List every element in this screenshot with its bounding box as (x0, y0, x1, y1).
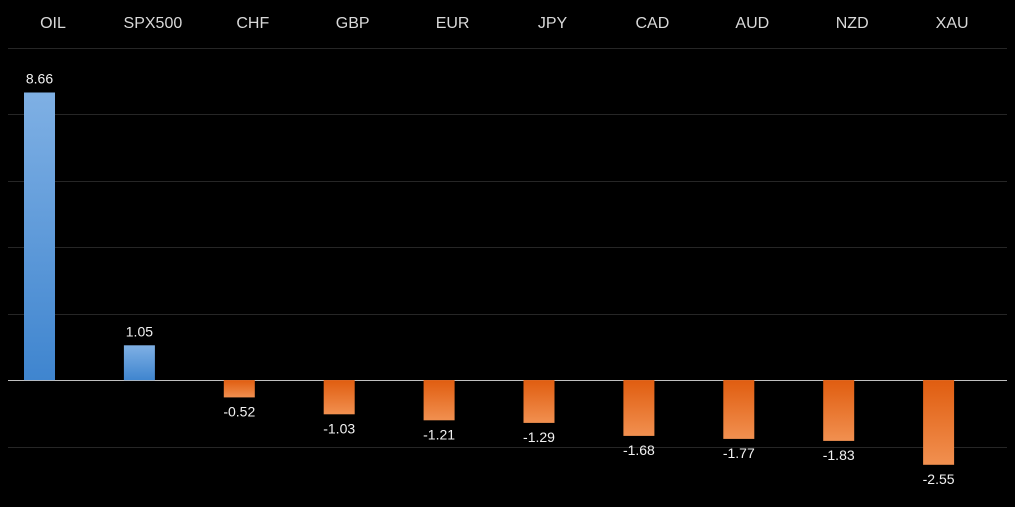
category-label-nzd: NZD (836, 15, 869, 32)
category-label-xau: XAU (936, 15, 969, 32)
data-label-nzd: -1.83 (823, 447, 855, 463)
category-label-chf: CHF (236, 15, 269, 32)
category-label-oil: OIL (40, 15, 66, 32)
category-label-eur: EUR (436, 15, 470, 32)
data-label-spx500: 1.05 (126, 323, 153, 339)
bar-eur (423, 380, 455, 421)
category-label-aud: AUD (735, 15, 769, 32)
data-label-jpy: -1.29 (523, 429, 555, 445)
bar-jpy (523, 380, 555, 423)
category-label-spx500: SPX500 (124, 15, 183, 32)
data-label-cad: -1.68 (623, 442, 655, 458)
bar-cad (623, 380, 655, 436)
data-label-gbp: -1.03 (323, 420, 355, 436)
data-labels: 8.66 1.05 -0.52 -1.03 -1.21 -1.29 -1.68 -1.77 -1… (26, 71, 955, 487)
data-label-xau: -2.55 (923, 471, 955, 487)
bar-xau (923, 380, 955, 465)
bar-chf (223, 380, 255, 398)
category-label-cad: CAD (636, 15, 670, 32)
bar-aud (723, 380, 755, 439)
category-label-jpy: JPY (538, 15, 568, 32)
data-label-eur: -1.21 (423, 426, 455, 442)
bar-oil (24, 92, 55, 381)
category-label-gbp: GBP (336, 15, 370, 32)
data-label-aud: -1.77 (723, 445, 755, 461)
bar-nzd (823, 380, 855, 441)
data-label-chf: -0.52 (223, 403, 255, 419)
category-tick-labels: OIL SPX500 CHF GBP EUR JPY CAD AUD NZD XAU (40, 15, 968, 32)
bar-gbp (323, 380, 355, 415)
data-label-oil: 8.66 (26, 71, 53, 87)
gridlines (8, 48, 1007, 448)
bars (24, 92, 955, 465)
bar-spx500 (123, 345, 155, 381)
